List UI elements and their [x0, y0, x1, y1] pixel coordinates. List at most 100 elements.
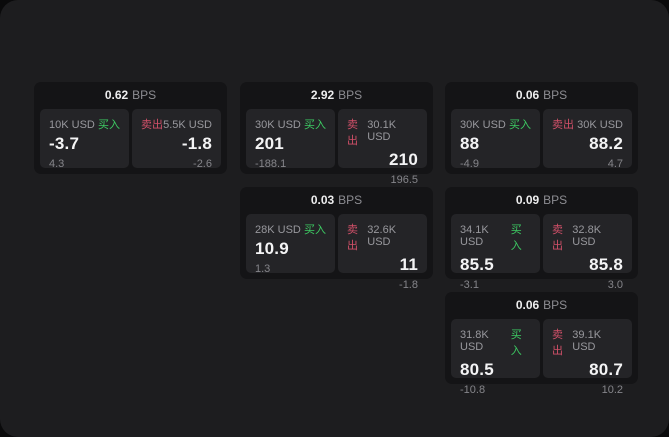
- sell-price: 11: [399, 255, 418, 274]
- sell-notional: 32.8K USD: [572, 224, 602, 248]
- bps-value: 2.92: [310, 88, 335, 102]
- quote-tiles: 30K USD 买入 88 -4.9 卖出 30K USD 88.2 4.7: [445, 109, 638, 170]
- buy-side-label: 买入: [98, 119, 120, 131]
- bps-unit-label: BPS: [543, 88, 568, 102]
- sell-side-label: 卖出: [552, 329, 563, 357]
- sell-price: 210: [389, 150, 418, 169]
- sell-sub-value: 4.7: [607, 158, 623, 170]
- buy-sub-value: -3.1: [460, 279, 479, 291]
- sell-tile-top: 卖出 32.8K USD: [552, 221, 623, 253]
- sell-tile[interactable]: 卖出 39.1K USD 80.7 10.2: [543, 319, 632, 396]
- buy-sub-value: -188.1: [255, 158, 287, 170]
- card-header: 0.06 BPS: [445, 82, 638, 109]
- bps-value: 0.03: [310, 193, 335, 207]
- sell-tile[interactable]: 卖出 32.6K USD 11 -1.8: [338, 214, 427, 291]
- bps-value: 0.06: [515, 298, 540, 312]
- sell-price: 88.2: [589, 134, 623, 153]
- sell-tile-top: 卖出 30K USD: [552, 116, 623, 132]
- sell-side-label: 卖出: [347, 119, 358, 147]
- sell-notional: 39.1K USD: [572, 329, 602, 353]
- buy-tile-top: 34.1K USD 买入: [460, 221, 531, 253]
- sell-notional: 32.6K USD: [367, 224, 397, 248]
- bps-unit-label: BPS: [132, 88, 157, 102]
- sell-sub-value: -1.8: [399, 279, 418, 291]
- buy-tile[interactable]: 30K USD 买入 88 -4.9: [451, 109, 540, 170]
- bps-value: 0.09: [515, 193, 540, 207]
- sell-tile-top: 卖出 5.5K USD: [141, 116, 212, 132]
- sell-side-label: 卖出: [347, 224, 358, 252]
- sell-side-label: 卖出: [552, 224, 563, 252]
- buy-price: 80.5: [460, 360, 494, 379]
- buy-sub-value: -4.9: [460, 158, 479, 170]
- card-header: 0.09 BPS: [445, 187, 638, 214]
- buy-side-label: 买入: [304, 119, 326, 131]
- card-header: 0.62 BPS: [34, 82, 227, 109]
- sell-side-label: 卖出: [552, 119, 574, 131]
- buy-notional: 10K USD: [49, 119, 95, 131]
- buy-tile-top: 30K USD 买入: [460, 116, 531, 132]
- buy-notional: 34.1K USD: [460, 224, 489, 248]
- quote-card: 0.03 BPS 28K USD 买入 10.9 1.3 卖出 32.6K US…: [240, 187, 433, 291]
- quote-card: 2.92 BPS 30K USD 买入 201 -188.1 卖出 30.1K …: [240, 82, 433, 186]
- quote-card: 0.06 BPS 31.8K USD 买入 80.5 -10.8 卖出 39.1…: [445, 292, 638, 396]
- bps-unit-label: BPS: [338, 88, 363, 102]
- card-header: 0.06 BPS: [445, 292, 638, 319]
- sell-price: -1.8: [181, 134, 212, 153]
- bps-value: 0.06: [515, 88, 540, 102]
- quote-tiles: 34.1K USD 买入 85.5 -3.1 卖出 32.8K USD 85.8…: [445, 214, 638, 291]
- buy-sub-value: 4.3: [49, 158, 65, 170]
- buy-side-label: 买入: [509, 119, 531, 131]
- quote-card: 0.09 BPS 34.1K USD 买入 85.5 -3.1 卖出 32.8K…: [445, 187, 638, 291]
- buy-tile[interactable]: 31.8K USD 买入 80.5 -10.8: [451, 319, 540, 396]
- sell-tile[interactable]: 卖出 32.8K USD 85.8 3.0: [543, 214, 632, 291]
- quote-tiles: 10K USD 买入 -3.7 4.3 卖出 5.5K USD -1.8 -2.…: [34, 109, 227, 170]
- buy-notional: 30K USD: [255, 119, 301, 131]
- sell-notional: 5.5K USD: [163, 119, 212, 131]
- buy-tile-top: 28K USD 买入: [255, 221, 326, 237]
- buy-tile-top: 30K USD 买入: [255, 116, 326, 132]
- sell-notional: 30K USD: [577, 119, 623, 131]
- buy-price: 85.5: [460, 255, 494, 274]
- buy-side-label: 买入: [304, 224, 326, 236]
- buy-notional: 30K USD: [460, 119, 506, 131]
- bps-unit-label: BPS: [543, 298, 568, 312]
- card-header: 0.03 BPS: [240, 187, 433, 214]
- buy-tile[interactable]: 34.1K USD 买入 85.5 -3.1: [451, 214, 540, 291]
- buy-sub-value: 1.3: [255, 263, 271, 275]
- quote-card: 0.62 BPS 10K USD 买入 -3.7 4.3 卖出 5.5K USD…: [34, 82, 227, 174]
- buy-sub-value: -10.8: [460, 384, 486, 396]
- sell-price: 85.8: [589, 255, 623, 274]
- sell-tile[interactable]: 卖出 30K USD 88.2 4.7: [543, 109, 632, 170]
- buy-tile[interactable]: 28K USD 买入 10.9 1.3: [246, 214, 335, 275]
- sell-sub-value: 196.5: [390, 174, 418, 186]
- bps-unit-label: BPS: [543, 193, 568, 207]
- sell-tile[interactable]: 卖出 5.5K USD -1.8 -2.6: [132, 109, 221, 170]
- buy-side-label: 买入: [510, 224, 522, 252]
- sell-sub-value: 10.2: [601, 384, 623, 396]
- sell-tile[interactable]: 卖出 30.1K USD 210 196.5: [338, 109, 427, 186]
- buy-notional: 28K USD: [255, 224, 301, 236]
- sell-notional: 30.1K USD: [367, 119, 397, 143]
- quote-card: 0.06 BPS 30K USD 买入 88 -4.9 卖出 30K USD 8…: [445, 82, 638, 174]
- quote-tiles: 31.8K USD 买入 80.5 -10.8 卖出 39.1K USD 80.…: [445, 319, 638, 396]
- sell-sub-value: 3.0: [607, 279, 623, 291]
- buy-price: 10.9: [255, 239, 289, 258]
- bps-value: 0.62: [104, 88, 129, 102]
- buy-price: -3.7: [49, 134, 80, 153]
- buy-side-label: 买入: [510, 329, 522, 357]
- sell-sub-value: -2.6: [193, 158, 212, 170]
- buy-tile-top: 31.8K USD 买入: [460, 326, 531, 358]
- buy-tile[interactable]: 10K USD 买入 -3.7 4.3: [40, 109, 129, 170]
- sell-tile-top: 卖出 32.6K USD: [347, 221, 418, 253]
- sell-side-label: 卖出: [141, 119, 163, 131]
- quote-tiles: 30K USD 买入 201 -188.1 卖出 30.1K USD 210 1…: [240, 109, 433, 186]
- sell-tile-top: 卖出 30.1K USD: [347, 116, 418, 148]
- bps-unit-label: BPS: [338, 193, 363, 207]
- sell-price: 80.7: [589, 360, 623, 379]
- card-header: 2.92 BPS: [240, 82, 433, 109]
- buy-tile[interactable]: 30K USD 买入 201 -188.1: [246, 109, 335, 170]
- quote-tiles: 28K USD 买入 10.9 1.3 卖出 32.6K USD 11 -1.8: [240, 214, 433, 291]
- buy-tile-top: 10K USD 买入: [49, 116, 120, 132]
